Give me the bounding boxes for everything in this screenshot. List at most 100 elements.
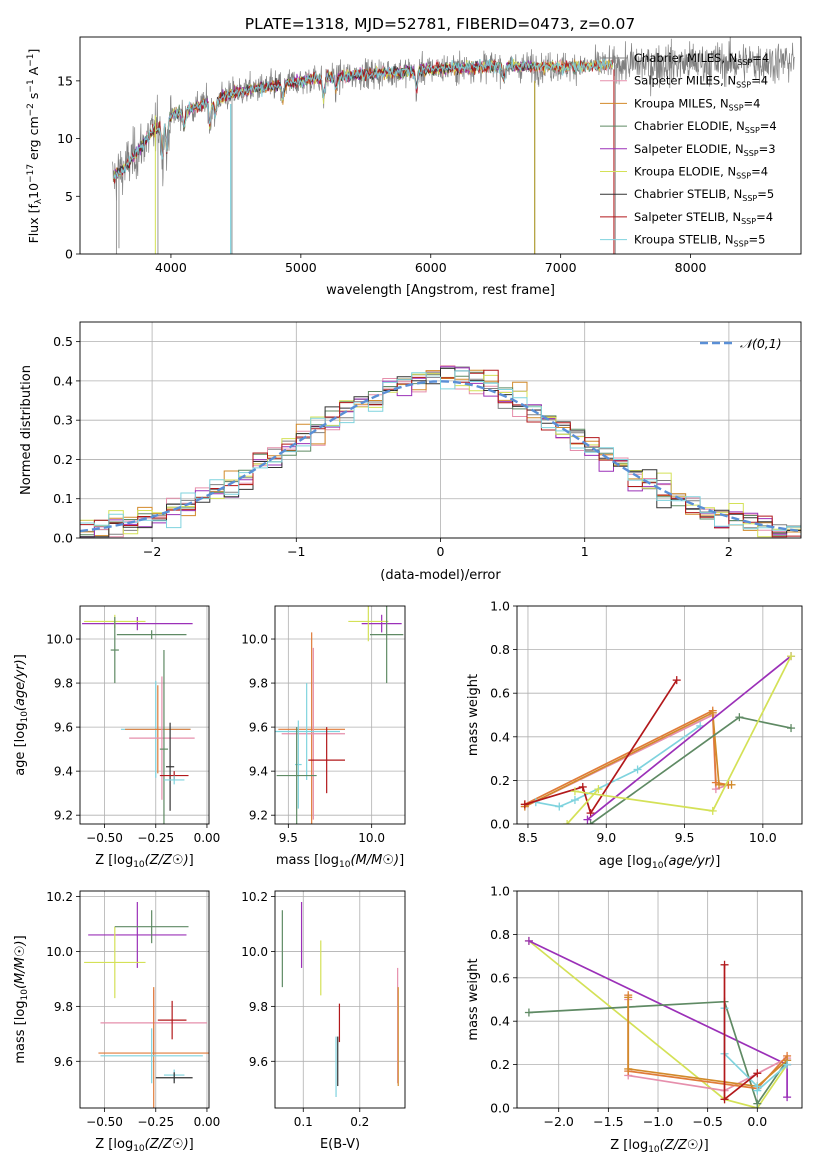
x-tick-label: 9.5 — [675, 830, 695, 845]
errorbar-point — [98, 987, 209, 1108]
y-tick-label: 9.4 — [54, 765, 73, 779]
weight-line — [586, 655, 792, 821]
y-tick-label: 9.6 — [249, 1055, 268, 1069]
errorbar-points — [82, 614, 195, 824]
sub: 10 — [20, 989, 30, 1001]
x-tick-label: −1.0 — [643, 1114, 673, 1129]
weight-line — [524, 709, 729, 806]
mass-vs-ebv-panel: 0.1 0.2 9.6 9.8 10.0 10.2 E(B-V) — [241, 890, 406, 1152]
errorbar-points — [275, 606, 404, 824]
unit: erg cm — [26, 116, 41, 164]
y-tick-label: 0.2 — [53, 452, 73, 467]
x-tick-label: 10.0 — [358, 831, 385, 845]
legend-subscript: SSP — [736, 172, 751, 181]
legend-suffix: =5 — [757, 187, 774, 201]
x-tick-label: 8000 — [675, 260, 707, 275]
errorbar-point — [155, 1072, 193, 1084]
y-tick-label: 0.4 — [53, 373, 73, 388]
weight-vs-age-panel: 8.5 9.0 9.5 10.0 0.0 0.2 0.4 0.6 0.8 1.0 age [log1… — [466, 599, 803, 871]
errorbar-point — [278, 632, 345, 824]
legend-suffix: =4 — [751, 74, 768, 88]
y-tick-label: 15 — [57, 73, 73, 88]
plot-background — [275, 891, 405, 1108]
weight-lines — [524, 936, 792, 1108]
x-tick-label: 0.00 — [194, 831, 221, 845]
legend-subscript: SSP — [741, 217, 756, 226]
legend-suffix: =4 — [760, 119, 777, 133]
legend-subscript: SSP — [745, 126, 760, 135]
errorbar-point — [114, 910, 189, 944]
legend-label: Salpeter ELODIE, NSSP=3 — [634, 142, 776, 158]
y-tick-label: 9.6 — [249, 721, 268, 735]
x-tick-label: 0.00 — [194, 1115, 221, 1129]
legend-suffix: =4 — [751, 165, 768, 179]
legend-suffix: =5 — [749, 233, 766, 247]
sub: λ — [34, 198, 44, 204]
y-tick-label: 0.0 — [490, 817, 510, 832]
x-tick-label: −0.5 — [692, 1114, 722, 1129]
y-tick-label: 9.8 — [54, 1000, 73, 1014]
normal-curve — [80, 380, 801, 533]
x-tick-label: 2 — [725, 544, 733, 559]
unit: ] — [26, 49, 41, 54]
errorbar-point — [276, 727, 317, 824]
log-arg: (Z/Z☉) — [145, 1137, 189, 1152]
plot-background — [517, 891, 802, 1108]
y-tick-label: 1.0 — [490, 884, 510, 899]
spectrum-panel: 4000 5000 6000 7000 8000 0 5 10 15 Chabrier MILES… — [26, 36, 802, 298]
legend-label: Kroupa STELIB, NSSP=5 — [634, 233, 765, 249]
x-axis-label: Z [log10(Z/Z☉)] — [610, 1138, 708, 1155]
log-arg: (M/M☉) — [350, 853, 399, 868]
y-tick-label: 0.4 — [490, 729, 510, 744]
residual-histogram-panel: −2 −1 0 1 2 0.0 0.1 0.2 0.3 0.4 0.5 𝒩(0,1) (data-mod… — [19, 321, 802, 583]
x-axis-label: mass [log10(M/M☉)] — [276, 853, 404, 870]
errorbar-point — [281, 647, 345, 820]
errorbar-point — [157, 1000, 187, 1040]
y-axis-label: age [log10(age/yr)] — [13, 654, 30, 776]
y-axis-label: mass weight — [466, 674, 481, 756]
y-tick-label: 0.1 — [53, 491, 73, 506]
legend-label: Chabrier ELODIE, NSSP=4 — [634, 119, 777, 135]
plot-frame — [79, 36, 802, 255]
y-tick-label: 5 — [65, 189, 73, 204]
x-axis-label: wavelength [Angstrom, rest frame] — [326, 283, 555, 298]
sub: 10 — [20, 711, 30, 723]
legend-label: 𝒩(0,1) — [740, 336, 782, 351]
x-tick-label: 10.0 — [749, 830, 777, 845]
x-tick-label: 8.5 — [518, 830, 538, 845]
x-tick-label: 0.1 — [294, 1115, 313, 1129]
x-axis-label: Z [log10(Z/Z☉)] — [95, 1137, 193, 1154]
y-tick-label: 10.0 — [46, 945, 73, 959]
errorbar-point — [166, 722, 175, 811]
errorbar-point — [163, 775, 185, 785]
errorbar-point — [82, 617, 193, 631]
bracket: ] — [189, 853, 194, 868]
legend-subscript: SSP — [742, 194, 757, 203]
sub: 10 — [648, 1145, 660, 1155]
bracket: ] — [399, 853, 404, 868]
y-tick-label: 0.0 — [53, 531, 73, 546]
plot-background — [517, 606, 802, 824]
y-tick-label: 9.6 — [54, 721, 73, 735]
unit: 10 — [26, 183, 41, 199]
errorbar-point — [88, 901, 187, 968]
y-tick-label: 10.2 — [46, 890, 73, 904]
weight-line — [524, 679, 678, 816]
x-tick-label: −1.5 — [593, 1114, 623, 1129]
x-tick-label: −1 — [287, 544, 305, 559]
spectrum-lines — [112, 37, 795, 254]
x-tick-label: 5000 — [285, 260, 317, 275]
x-tick-label: −0.25 — [137, 1115, 174, 1129]
legend-subscript: SSP — [744, 149, 759, 158]
errorbar-point — [116, 630, 187, 640]
errorbar-point — [125, 685, 191, 774]
plot-background — [80, 606, 209, 824]
sub: 10 — [133, 1144, 145, 1154]
sup: −17 — [26, 164, 36, 183]
y-tick-label: 10 — [57, 131, 73, 146]
age-vs-mass-panel: 9.5 10.0 9.2 9.4 9.6 9.8 10.0 mass [log10(M/M☉)… — [241, 605, 406, 870]
plot-frame — [274, 890, 406, 1109]
legend-suffix: =4 — [752, 51, 769, 65]
weight-lines — [520, 652, 796, 824]
x-axis-label: E(B-V) — [320, 1137, 360, 1152]
